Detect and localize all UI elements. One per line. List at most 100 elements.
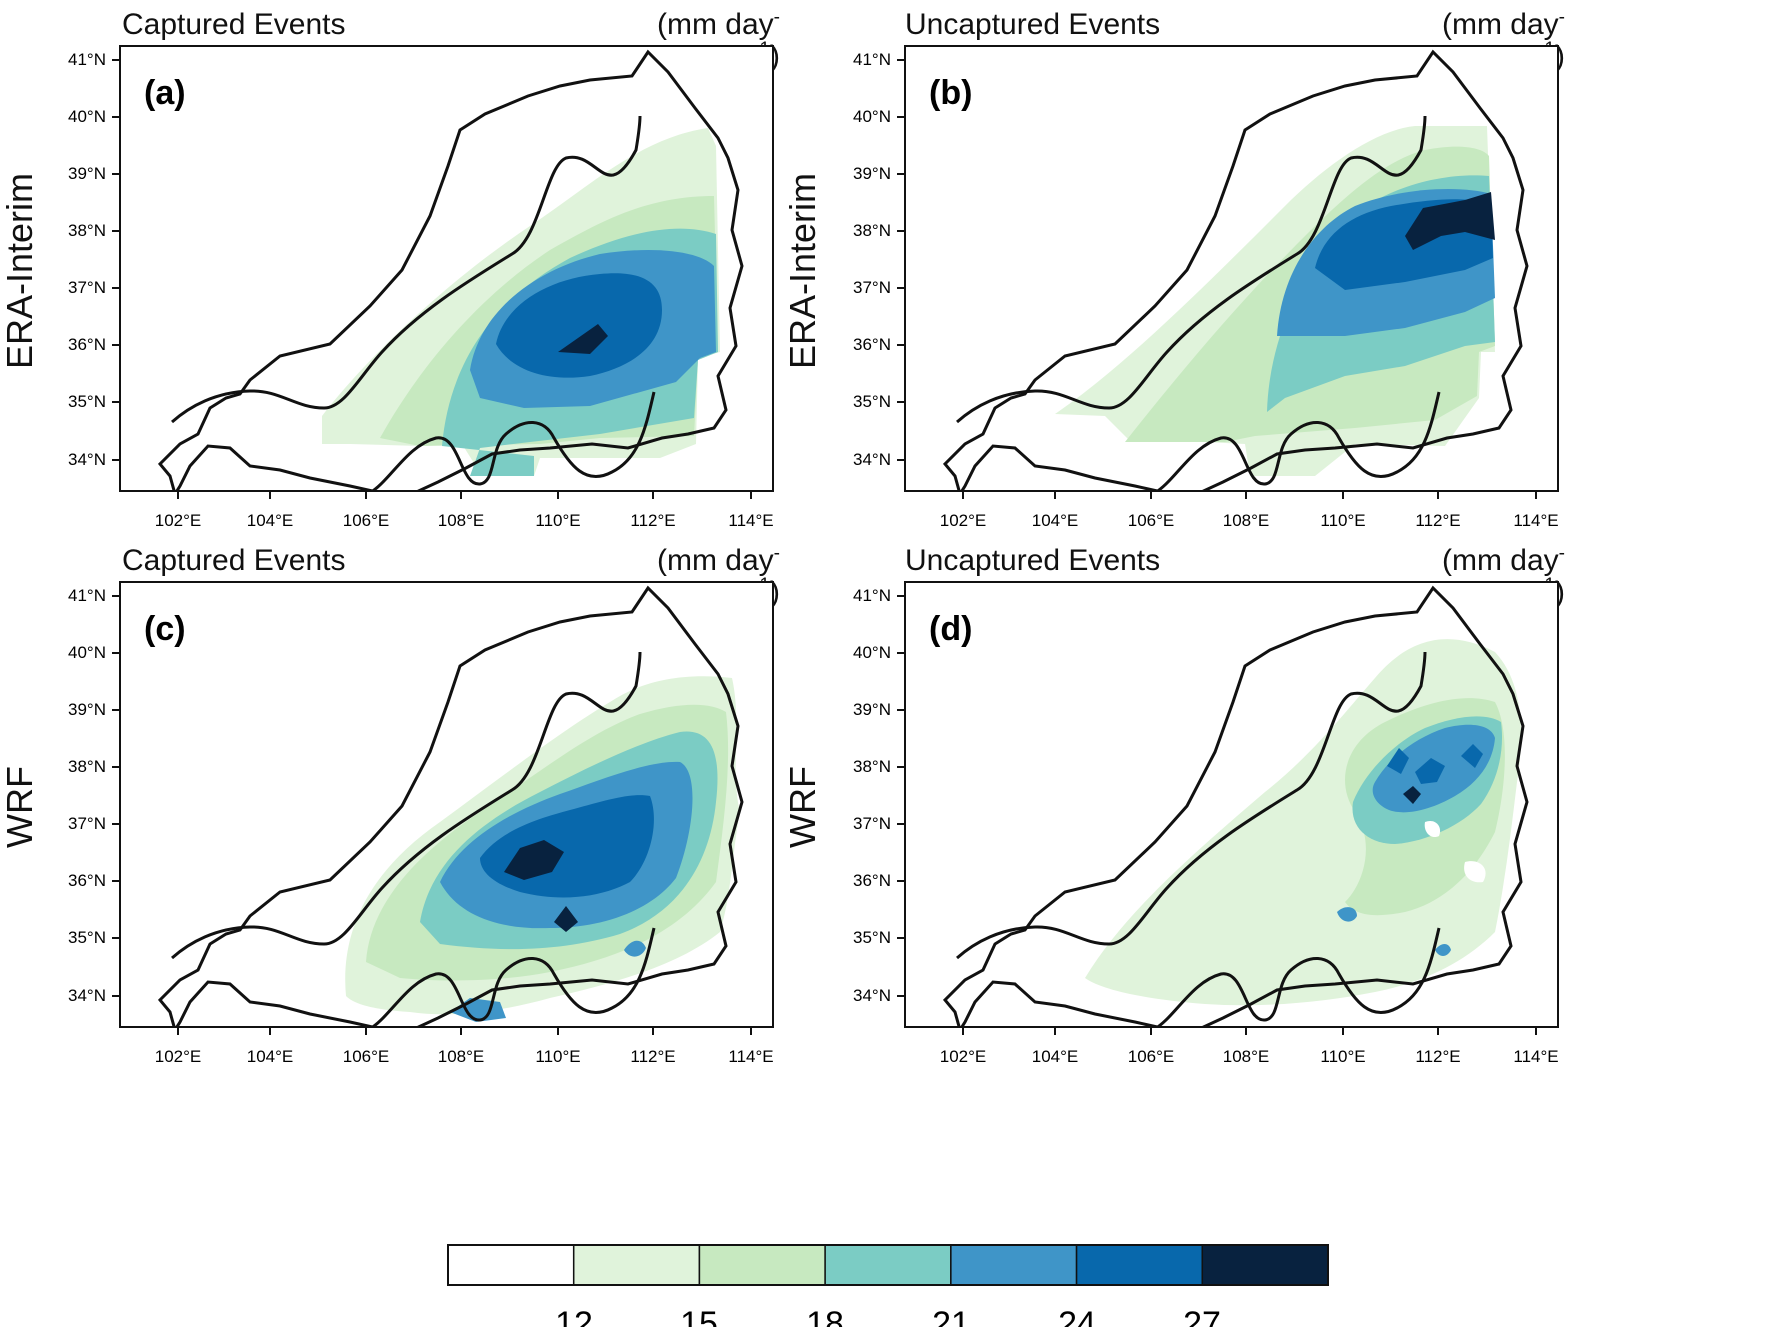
colorbar-labels: 12 15 18 21 24 27 [555, 1305, 1221, 1327]
lat-tick-label: 39°N [68, 164, 106, 183]
panel-b-lat-axis: 41°N 40°N 39°N 38°N 37°N 36°N 35°N 34°N [853, 50, 891, 469]
lat-tick-label: 35°N [853, 928, 891, 947]
lon-tick-label: 110°E [1320, 1047, 1365, 1066]
lat-tick-label: 35°N [68, 392, 106, 411]
lon-tick-label: 102°E [940, 1047, 987, 1066]
colorbar-swatch [1201, 1244, 1329, 1286]
lat-tick-label: 40°N [68, 107, 106, 126]
colorbar-frame [447, 1244, 1329, 1286]
lon-tick-label: 112°E [630, 1047, 675, 1066]
lat-tick-label: 41°N [68, 586, 106, 605]
lat-tick-label: 40°N [853, 107, 891, 126]
lat-tick-label: 36°N [68, 871, 106, 890]
panel-c-lon-axis: 102°E 104°E 106°E 108°E 110°E 112°E 114°… [155, 1047, 774, 1066]
lat-tick-label: 38°N [853, 757, 891, 776]
colorbar-swatch [1075, 1244, 1204, 1286]
panel-a-title: Captured Events [122, 8, 346, 41]
lat-tick-label: 34°N [853, 986, 891, 1005]
lat-tick-label: 41°N [853, 50, 891, 69]
colorbar-boxes [447, 1244, 1329, 1286]
colorbar-label: 12 [555, 1305, 593, 1327]
colorbar: 12 15 18 21 24 27 [447, 1244, 1329, 1327]
lon-tick-label: 110°E [1320, 511, 1365, 530]
lon-tick-label: 104°E [247, 1047, 294, 1066]
lon-tick-label: 108°E [438, 1047, 485, 1066]
colorbar-swatch [572, 1244, 701, 1286]
panel-a: (a) 41°N 40°N 39°N 38°N 37°N 36°N 35°N 3… [68, 45, 774, 530]
panel-a-lat-ticks [112, 59, 752, 499]
colorbar-label: 27 [1183, 1305, 1221, 1327]
lat-tick-label: 41°N [68, 50, 106, 69]
lat-tick-label: 35°N [853, 392, 891, 411]
panel-b: (b) 41°N 40°N 39°N 38°N 37°N 36°N 35°N 3… [853, 45, 1559, 530]
lon-tick-label: 102°E [155, 511, 202, 530]
panel-d-letter: (d) [929, 610, 972, 648]
lon-tick-label: 108°E [1223, 511, 1270, 530]
panel-c-ticks [112, 595, 752, 1035]
lat-tick-label: 36°N [68, 335, 106, 354]
panel-d-title: Uncaptured Events [905, 544, 1161, 577]
colorbar-label: 15 [680, 1305, 718, 1327]
lat-tick-label: 40°N [853, 643, 891, 662]
lon-tick-label: 112°E [1415, 511, 1460, 530]
lat-tick-label: 34°N [853, 450, 891, 469]
panel-b-title: Uncaptured Events [905, 8, 1161, 41]
lon-tick-label: 102°E [155, 1047, 202, 1066]
lat-tick-label: 34°N [68, 986, 106, 1005]
lat-tick-label: 39°N [853, 700, 891, 719]
lon-tick-label: 106°E [1128, 511, 1175, 530]
colorbar-swatch [447, 1244, 575, 1286]
lat-tick-label: 38°N [68, 221, 106, 240]
panel-c-title: Captured Events [122, 544, 346, 577]
lon-tick-label: 114°E [1513, 1047, 1558, 1066]
lon-tick-label: 114°E [1513, 511, 1558, 530]
lon-tick-label: 108°E [438, 511, 485, 530]
lon-tick-label: 114°E [728, 1047, 773, 1066]
lon-tick-label: 104°E [247, 511, 294, 530]
lat-tick-label: 34°N [68, 450, 106, 469]
lat-tick-label: 36°N [853, 871, 891, 890]
colorbar-label: 24 [1058, 1305, 1096, 1327]
panel-c-letter: (c) [144, 610, 186, 648]
lat-tick-label: 38°N [853, 221, 891, 240]
colorbar-label: 18 [806, 1305, 844, 1327]
lat-tick-label: 37°N [68, 278, 106, 297]
lat-tick-label: 39°N [68, 700, 106, 719]
lon-tick-label: 108°E [1223, 1047, 1270, 1066]
lon-tick-label: 110°E [535, 1047, 580, 1066]
lat-tick-label: 37°N [68, 814, 106, 833]
panel-d: (d) 41°N 40°N 39°N 38°N 37°N 36°N 35°N 3… [853, 581, 1559, 1066]
panel-d-lon-axis: 102°E 104°E 106°E 108°E 110°E 112°E 114°… [940, 1047, 1559, 1066]
lat-tick-label: 37°N [853, 278, 891, 297]
panel-c-precip-fill [345, 676, 740, 1022]
panel-d-ticks [897, 595, 1537, 1035]
lat-tick-label: 36°N [853, 335, 891, 354]
colorbar-label: 21 [932, 1305, 970, 1327]
lon-tick-label: 106°E [1128, 1047, 1175, 1066]
panel-b-letter: (b) [929, 74, 972, 112]
lon-tick-label: 112°E [1415, 1047, 1460, 1066]
panel-b-lon-axis: 102°E 104°E 106°E 108°E 110°E 112°E 114°… [940, 511, 1559, 530]
panel-a-letter: (a) [144, 74, 186, 112]
lat-tick-label: 39°N [853, 164, 891, 183]
panel-c-lat-axis: 41°N 40°N 39°N 38°N 37°N 36°N 35°N 34°N [68, 586, 106, 1005]
lat-tick-label: 35°N [68, 928, 106, 947]
panel-d-lat-axis: 41°N 40°N 39°N 38°N 37°N 36°N 35°N 34°N [853, 586, 891, 1005]
colorbar-swatch [698, 1244, 826, 1286]
lon-tick-label: 102°E [940, 511, 987, 530]
colorbar-swatch [950, 1244, 1078, 1286]
lon-tick-label: 106°E [343, 1047, 390, 1066]
lon-tick-label: 104°E [1032, 1047, 1079, 1066]
lat-tick-label: 40°N [68, 643, 106, 662]
panel-c: (c) 41°N 40°N 39°N 38°N 37°N 36°N 35°N 3… [68, 581, 774, 1066]
panel-a-lat-axis: 41°N 40°N 39°N 38°N 37°N 36°N 35°N 34°N [68, 50, 106, 469]
panel-b-precip-fill [1055, 126, 1495, 476]
lon-tick-label: 110°E [535, 511, 580, 530]
lat-tick-label: 38°N [68, 757, 106, 776]
panel-a-precip-fill [322, 128, 720, 476]
lon-tick-label: 112°E [630, 511, 675, 530]
panel-d-precip-fill [1085, 639, 1522, 1006]
lon-tick-label: 114°E [728, 511, 773, 530]
lon-tick-label: 104°E [1032, 511, 1079, 530]
